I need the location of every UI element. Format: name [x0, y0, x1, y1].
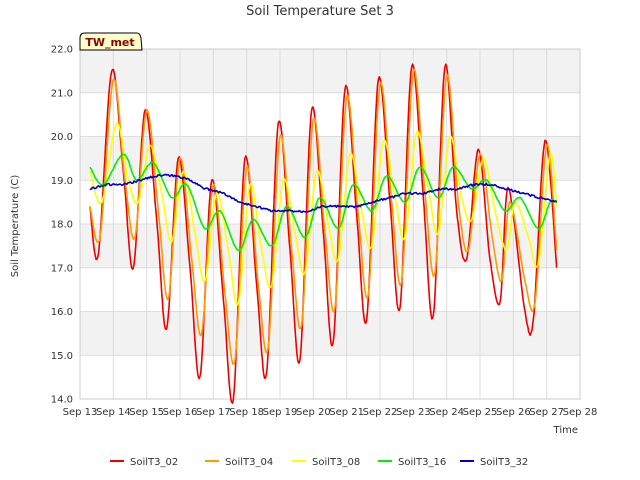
legend-label: SoilT3_04: [225, 457, 273, 468]
x-tick-label: Sep 21: [329, 407, 364, 418]
y-tick-label: 22.0: [51, 45, 73, 56]
y-tick-labels: 14.0 15.0 16.0 17.0 18.0 19.0 20.0 21.0 22.0: [51, 45, 73, 406]
x-tick-label: Sep 25: [463, 407, 498, 418]
x-tick-label: Sep 20: [296, 407, 331, 418]
legend-label: SoilT3_16: [398, 457, 446, 468]
legend-item-SoilT3_04: SoilT3_04: [205, 457, 273, 468]
site-badge-label: TW_met: [85, 36, 134, 49]
x-tick-label: Sep 14: [96, 407, 131, 418]
y-tick-label: 14.0: [51, 395, 73, 406]
series-line-SoilT3_08: [89, 122, 558, 306]
series-line-SoilT3_32: [89, 173, 558, 213]
series-line-SoilT3_02: [89, 63, 558, 404]
y-tick-label: 16.0: [51, 307, 73, 318]
legend-label: SoilT3_32: [480, 457, 528, 468]
x-tick-label: Sep 26: [496, 407, 531, 418]
site-badge-box: [79, 32, 143, 51]
y-tick-label: 18.0: [51, 220, 73, 231]
site-badge: TW_met: [79, 32, 143, 51]
series-line-SoilT3_16: [89, 153, 558, 252]
legend-label: SoilT3_08: [312, 457, 360, 468]
series-lines: [89, 63, 558, 404]
x-tick-label: Sep 17: [196, 407, 231, 418]
y-tick-label: 20.0: [51, 132, 73, 143]
y-tick-label: 17.0: [51, 263, 73, 274]
plot-band: [80, 136, 580, 181]
plot-band: [80, 49, 580, 93]
legend-label: SoilT3_02: [130, 457, 178, 468]
x-tick-label: Sep 23: [396, 407, 431, 418]
x-tick-label: Sep 16: [163, 407, 198, 418]
y-tick-label: 19.0: [51, 176, 73, 187]
x-tick-label: Sep 27: [529, 407, 564, 418]
y-tick-label: 15.0: [51, 351, 73, 362]
legend-item-SoilT3_08: SoilT3_08: [292, 457, 360, 468]
plot-band: [80, 92, 580, 137]
legend-item-SoilT3_16: SoilT3_16: [378, 457, 446, 468]
x-tick-label: Sep 28: [563, 407, 598, 418]
chart-title: Soil Temperature Set 3: [246, 4, 394, 19]
legend-item-SoilT3_32: SoilT3_32: [460, 457, 528, 468]
x-tick-label: Sep 13: [63, 407, 98, 418]
x-tick-label: Sep 24: [429, 407, 464, 418]
plot-frame: [79, 48, 581, 400]
x-tick-label: Sep 22: [363, 407, 398, 418]
x-axis-label: Time: [553, 425, 578, 436]
series-line-SoilT3_04: [89, 68, 558, 365]
x-tick-label: Sep 18: [229, 407, 264, 418]
legend: SoilT3_02 SoilT3_04 SoilT3_08 SoilT3_16 Soil…: [110, 457, 528, 468]
y-axis-label: Soil Temperature (C): [10, 175, 21, 278]
y-tick-label: 21.0: [51, 88, 73, 99]
plot-band: [80, 355, 580, 399]
x-tick-label: Sep 19: [263, 407, 298, 418]
x-tick-label: Sep 15: [129, 407, 164, 418]
legend-item-SoilT3_02: SoilT3_02: [110, 457, 178, 468]
plot-background-bands: [80, 49, 580, 399]
